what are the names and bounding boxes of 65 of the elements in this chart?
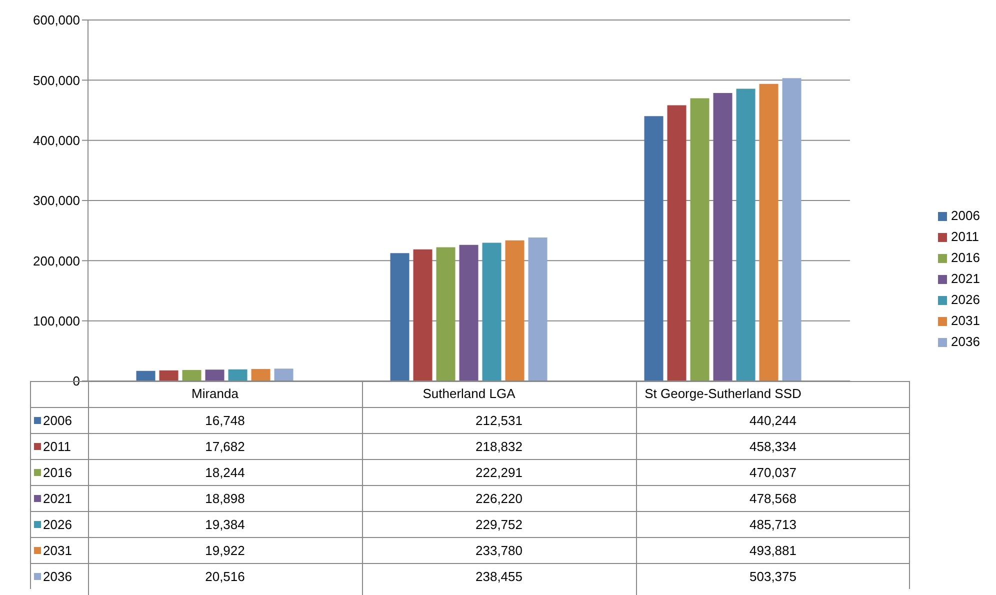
y-tick-label: 100,000 [33, 313, 80, 328]
data-label: 222,291 [474, 465, 524, 480]
legend-label: 2036 [951, 334, 980, 349]
data-label: 233,780 [474, 543, 524, 558]
bar [759, 84, 778, 381]
text: 2031 [43, 543, 72, 558]
x-tick-label: Sutherland LGA [422, 386, 516, 402]
legend-label: 2016 [43, 465, 72, 480]
legend-label: 2031 [951, 313, 980, 328]
data-label: 18,244 [204, 465, 246, 480]
data-label: 20,516 [204, 569, 246, 584]
bar [528, 238, 548, 381]
bar [159, 370, 178, 381]
data-label: 458,334 [748, 439, 798, 454]
bar [505, 240, 524, 381]
data-label: 19,922 [204, 543, 246, 558]
bar [782, 78, 802, 381]
data-label: 18,898 [204, 491, 246, 506]
x-tick-label: St George-Sutherland SSD [644, 386, 802, 402]
data-label: 503,375 [748, 569, 798, 584]
data-label: 493,881 [748, 543, 798, 558]
y-tick-label: 200,000 [33, 253, 80, 268]
data-label: 470,037 [748, 465, 798, 480]
data-label: 229,752 [474, 517, 524, 532]
bar [667, 105, 686, 381]
data-label: 16,748 [204, 413, 246, 428]
y-tick-label: 500,000 [33, 72, 80, 88]
x-tick-label: Miranda [192, 386, 240, 402]
bar [436, 247, 456, 381]
bar [182, 370, 202, 381]
bar [736, 88, 756, 381]
y-tick-label: 400,000 [33, 132, 80, 148]
data-label: 238,455 [474, 569, 524, 584]
bar [482, 242, 502, 381]
text: 2036 [43, 569, 72, 584]
legend-label: 2006 [43, 413, 72, 428]
bar [136, 370, 156, 381]
data-label: 212,531 [474, 413, 524, 428]
text: 2006 [951, 208, 980, 223]
bar [390, 253, 410, 381]
data-label: 485,713 [748, 517, 798, 532]
data-label: 440,244 [748, 413, 798, 428]
bar [228, 369, 248, 381]
data-label: 478,568 [748, 491, 798, 506]
legend-label: 2026 [951, 292, 980, 307]
legend-label: 2021 [43, 491, 72, 506]
text: 2011 [951, 229, 979, 244]
data-label: 19,384 [204, 517, 246, 532]
y-tick-label: 600,000 [33, 12, 80, 28]
bar [644, 116, 664, 381]
text: 2021 [951, 271, 980, 286]
bar [690, 98, 710, 381]
legend-label: 2011 [43, 439, 71, 454]
bar [459, 244, 478, 381]
y-tick-label: 300,000 [33, 193, 80, 208]
text: 2026 [43, 517, 72, 532]
bar [251, 369, 270, 381]
data-label: 226,220 [474, 491, 524, 506]
data-label: 17,682 [204, 439, 246, 454]
bar [274, 368, 294, 381]
bar [205, 370, 224, 381]
data-label: 218,832 [474, 439, 524, 454]
bar [413, 249, 432, 381]
text: 2016 [951, 250, 980, 265]
bar [713, 93, 732, 381]
